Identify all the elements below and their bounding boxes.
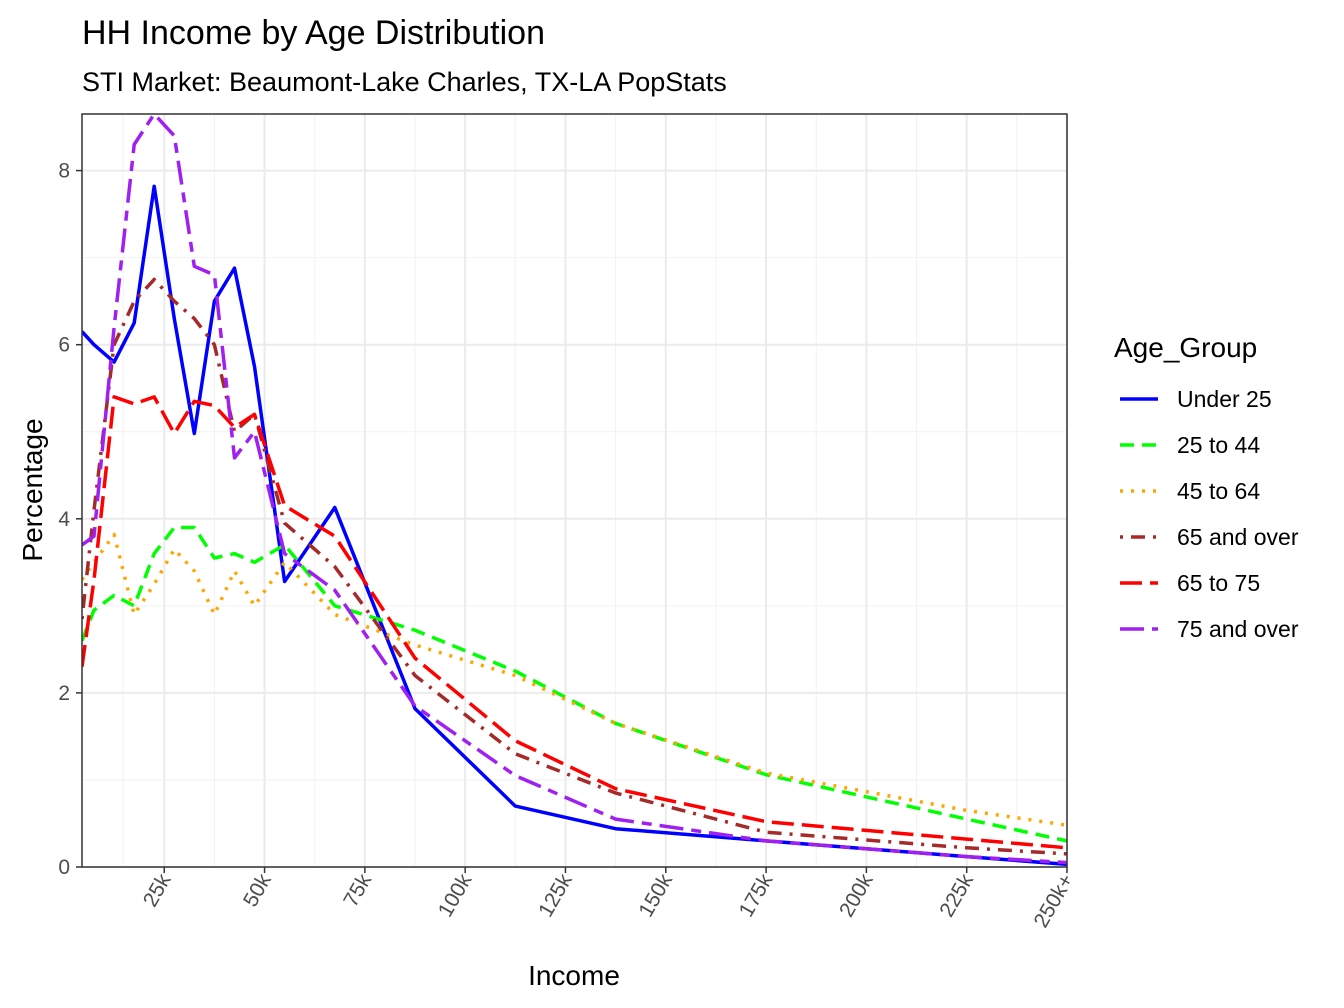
x-tick-label: 200k	[835, 870, 878, 921]
series-line-65-and-over	[82, 277, 1067, 856]
series-line-under-25	[82, 184, 1067, 867]
series-lines	[82, 114, 1067, 867]
x-tick-label: 50k	[239, 870, 276, 911]
y-axis-label: Percentage	[17, 418, 48, 561]
legend-label: 65 and over	[1177, 524, 1299, 550]
legend-title: Age_Group	[1114, 332, 1257, 363]
legend-label: 65 to 75	[1177, 570, 1260, 596]
legend-label: 25 to 44	[1177, 432, 1260, 458]
series-line-65-to-75	[82, 395, 1067, 850]
plot-border	[81, 113, 1068, 868]
y-tick-label: 4	[58, 508, 70, 531]
x-axis-label: Income	[528, 960, 620, 991]
x-tick-label: 100k	[434, 870, 477, 921]
x-tick-label: 125k	[534, 870, 577, 921]
y-tick-label: 6	[58, 334, 70, 357]
legend-items: Under 25 25 to 44 45 to 64 65 and over 65 to…	[1120, 386, 1299, 642]
grid-minor	[82, 114, 1067, 867]
y-axis-ticks: 0 2 4 6 8	[58, 160, 82, 879]
plot-panel	[82, 114, 1067, 867]
legend-label: Under 25	[1177, 386, 1272, 412]
x-tick-label: 75k	[339, 870, 376, 911]
legend-label: 75 and over	[1177, 616, 1299, 642]
x-tick-label: 150k	[634, 870, 677, 921]
legend: Age_Group Under 25 25 to 44 45 to 64 65 and…	[1114, 332, 1299, 642]
x-tick-label: 175k	[735, 870, 778, 921]
x-tick-label: 25k	[139, 870, 176, 911]
x-axis-ticks: 25k 50k 75k 100k 125k 150k 175k 200k 225k 250k+	[139, 867, 1079, 932]
y-tick-label: 8	[58, 160, 70, 183]
chart-subtitle: STI Market: Beaumont-Lake Charles, TX-LA…	[82, 67, 727, 97]
x-tick-label: 250k+	[1030, 870, 1079, 932]
legend-label: 45 to 64	[1177, 478, 1260, 504]
y-tick-label: 2	[58, 682, 70, 705]
y-tick-label: 0	[58, 856, 70, 879]
series-line-25-to-44	[82, 525, 1067, 843]
chart-title: HH Income by Age Distribution	[82, 14, 545, 52]
x-tick-label: 225k	[935, 870, 978, 921]
